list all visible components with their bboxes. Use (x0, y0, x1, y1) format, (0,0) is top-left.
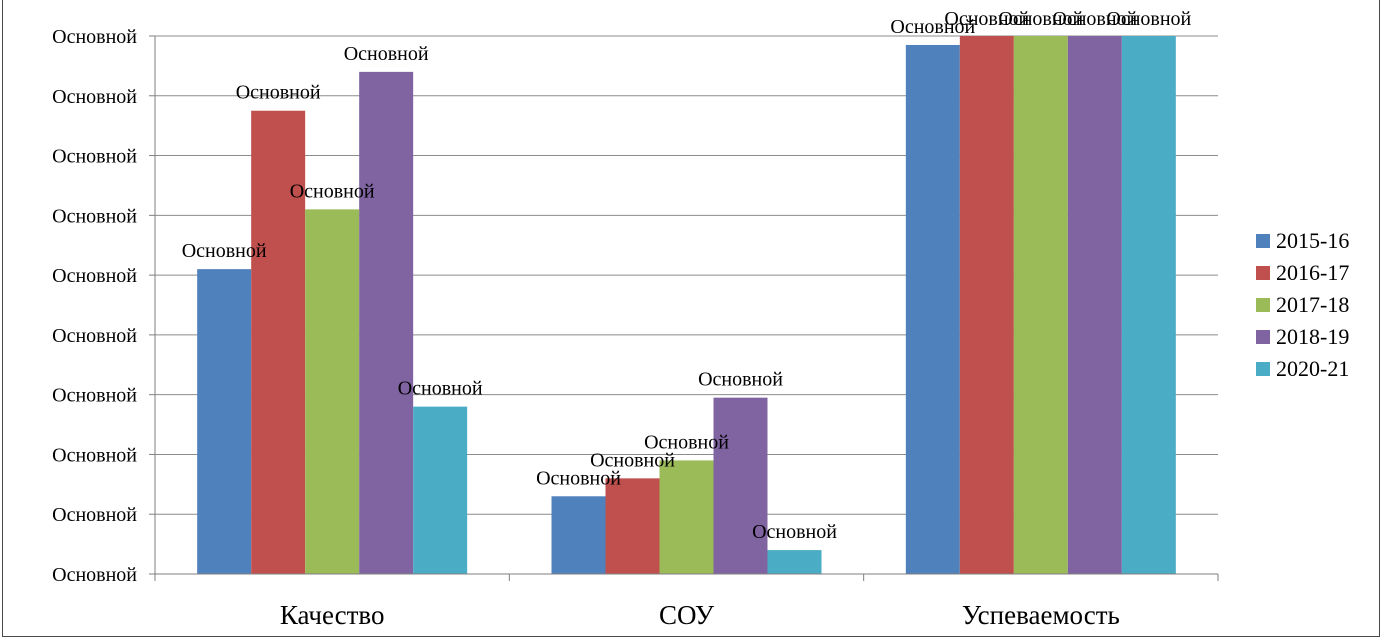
data-label: Основной (1052, 8, 1137, 30)
bar (305, 209, 360, 574)
data-label: Основной (236, 82, 321, 104)
legend-swatch (1256, 234, 1270, 248)
y-tick-label: Основной (52, 385, 137, 407)
data-label: Основной (890, 16, 975, 38)
bar (1067, 36, 1122, 574)
axes (149, 35, 1219, 581)
data-label: Основной (1106, 8, 1191, 30)
x-axis-tick-labels: Качество СОУ Успеваемость (280, 600, 1120, 630)
legend-label: 2017-18 (1276, 292, 1349, 317)
y-tick-label: Основной (52, 26, 137, 48)
data-label: Основной (752, 521, 837, 543)
bar (713, 397, 768, 574)
data-label: Основной (398, 378, 483, 400)
bar (605, 478, 660, 574)
data-label: Основной (344, 43, 429, 65)
bar (959, 36, 1014, 574)
data-labels: ОсновнойОсновнойОсновнойОсновнойОсновной… (182, 8, 1192, 543)
y-tick-label: Основной (52, 205, 137, 227)
bar (767, 550, 822, 574)
legend-swatch (1256, 330, 1270, 344)
data-label: Основной (536, 467, 621, 489)
y-tick-label: Основной (52, 146, 137, 168)
y-tick-label: Основной (52, 504, 137, 526)
data-label: Основной (644, 431, 729, 453)
bars (197, 36, 1176, 574)
y-tick-label: Основной (52, 86, 137, 108)
bar (551, 496, 606, 574)
bar (251, 110, 306, 574)
x-tick-label: СОУ (659, 600, 715, 630)
y-axis-tick-labels: Основной Основной Основной Основной Основной… (52, 26, 137, 586)
data-label: Основной (290, 180, 375, 202)
bar (659, 460, 714, 574)
legend-swatch (1256, 298, 1270, 312)
data-label: Основной (698, 369, 783, 391)
bar (413, 406, 468, 574)
legend-label: 2018-19 (1276, 324, 1349, 349)
legend-swatch (1256, 266, 1270, 280)
bar (197, 269, 252, 574)
legend: 2015-16 2016-17 2017-18 2018-19 2020-21 (1256, 228, 1349, 381)
bar (1013, 36, 1068, 574)
x-tick-label: Качество (280, 600, 385, 630)
data-label: Основной (590, 449, 675, 471)
bar (359, 71, 414, 574)
data-label: Основной (998, 8, 1083, 30)
data-label: Основной (944, 8, 1029, 30)
y-tick-label: Основной (52, 444, 137, 466)
legend-label: 2016-17 (1276, 260, 1349, 285)
legend-swatch (1256, 362, 1270, 376)
y-tick-label: Основной (52, 564, 137, 586)
bar (905, 44, 960, 574)
y-tick-label: Основной (52, 265, 137, 287)
data-label: Основной (182, 240, 267, 262)
legend-label: 2015-16 (1276, 228, 1349, 253)
bar (1121, 36, 1176, 574)
legend-label: 2020-21 (1276, 356, 1349, 381)
y-tick-label: Основной (52, 325, 137, 347)
x-tick-label: Успеваемость (962, 600, 1120, 630)
